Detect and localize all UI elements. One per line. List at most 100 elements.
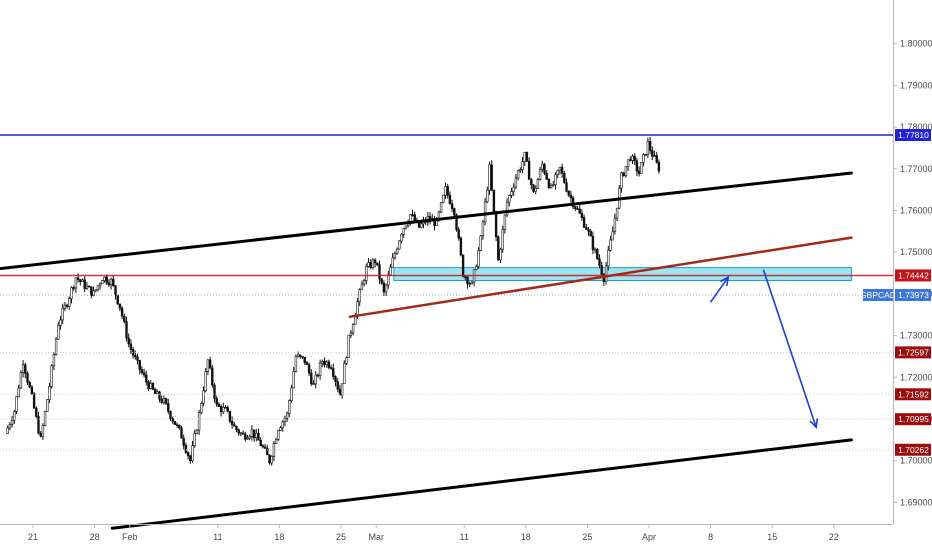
candle-body: [252, 429, 256, 438]
candles: [6, 136, 661, 466]
candle-body: [197, 412, 201, 431]
candle-body: [35, 407, 38, 417]
candle-body: [644, 154, 647, 156]
y-tick-label: 1.80000: [900, 39, 932, 49]
candle-body: [266, 447, 269, 456]
candle-body: [338, 388, 342, 396]
candle-body: [362, 280, 366, 285]
candle-body: [336, 381, 339, 390]
candle-body: [475, 266, 478, 271]
candle-body: [607, 249, 610, 267]
candle-body: [413, 214, 416, 222]
candle-body: [316, 374, 320, 377]
candle-body: [538, 169, 542, 180]
price-tag: [895, 269, 931, 282]
candle-body: [151, 382, 155, 390]
candle-body: [510, 191, 513, 196]
candle-body: [547, 179, 551, 189]
candle-body: [70, 287, 73, 299]
candle-body: [79, 279, 82, 282]
candle-body: [10, 419, 14, 425]
candle-body: [569, 194, 573, 199]
time-axis[interactable]: 21 28 Feb 11 18 25 Mar 11 18 25 Apr 8 15 22: [0, 524, 893, 542]
candle-body: [226, 406, 229, 412]
candle-body: [138, 359, 141, 370]
candle-body: [193, 433, 196, 446]
price-tag: [895, 413, 931, 426]
up-arrow-head: [719, 275, 730, 287]
candle-body: [142, 372, 146, 376]
candle-body: [587, 229, 590, 232]
candle-body: [103, 276, 106, 281]
candle-body: [351, 324, 355, 334]
candle-body: [140, 369, 144, 373]
candle-body: [574, 206, 577, 209]
candle-body: [59, 319, 62, 326]
candle-body: [149, 382, 152, 389]
candle-body: [105, 276, 108, 284]
candle-body: [92, 290, 95, 296]
candle-body: [123, 316, 126, 322]
candle-body: [411, 214, 414, 216]
candle-body: [477, 250, 480, 267]
candle-body: [182, 437, 185, 446]
price-tag: [895, 388, 931, 401]
x-tick-label: 11: [213, 532, 222, 542]
candle-body: [26, 373, 29, 383]
candle-body: [567, 190, 570, 196]
candle-body: [6, 427, 9, 434]
candle-body: [178, 424, 181, 429]
candle-body: [620, 172, 623, 189]
candle-body: [589, 230, 592, 237]
symbol-tag-label: GBPCAD: [860, 290, 896, 300]
candle-body: [202, 390, 205, 404]
candle-body: [145, 374, 148, 383]
candle-body: [640, 162, 643, 174]
candle-body: [402, 228, 405, 235]
price-tag: [895, 346, 931, 359]
candle-body: [13, 411, 16, 421]
y-tick-label: 1.70000: [900, 456, 932, 466]
candle-body: [629, 159, 632, 161]
candle-body: [101, 280, 104, 285]
candle-body: [72, 287, 75, 289]
candle-body: [112, 278, 115, 286]
candle-body: [200, 403, 203, 414]
price-axis[interactable]: 1.80000 1.79000 1.78000 1.77000 1.76000 1.750…: [860, 0, 932, 550]
candle-body: [81, 279, 84, 282]
candle-body: [63, 304, 67, 309]
candle-body: [314, 374, 317, 385]
candle-body: [464, 276, 467, 278]
price-tag: [895, 129, 931, 141]
candle-body: [609, 239, 612, 251]
trendlines: [0, 171, 853, 530]
candle-body: [400, 234, 403, 242]
candle-body: [578, 208, 581, 214]
candle-body: [455, 214, 458, 230]
x-tick-label: Feb: [122, 532, 138, 542]
candle-body: [343, 363, 346, 385]
candle-body: [459, 237, 463, 256]
candle-body: [312, 383, 315, 386]
price-tag: [895, 443, 931, 456]
candle-body: [169, 411, 172, 419]
candle-body: [404, 225, 408, 229]
candle-body: [532, 184, 535, 192]
candle-body: [263, 446, 267, 449]
candle-body: [593, 248, 597, 251]
candle-body: [147, 381, 150, 389]
candle-body: [41, 425, 45, 437]
candle-body: [582, 217, 586, 228]
candle-body: [382, 282, 386, 293]
candle-body: [646, 140, 650, 155]
candle-body: [162, 398, 166, 403]
y-tick-label: 1.76000: [900, 205, 932, 215]
red-trendline: [348, 236, 853, 319]
candle-body: [514, 177, 518, 188]
candle-body: [255, 432, 258, 438]
candle-body: [395, 248, 399, 254]
candle-body: [393, 253, 397, 259]
y-tick-label: 1.77000: [900, 164, 932, 174]
candle-body: [358, 289, 361, 302]
